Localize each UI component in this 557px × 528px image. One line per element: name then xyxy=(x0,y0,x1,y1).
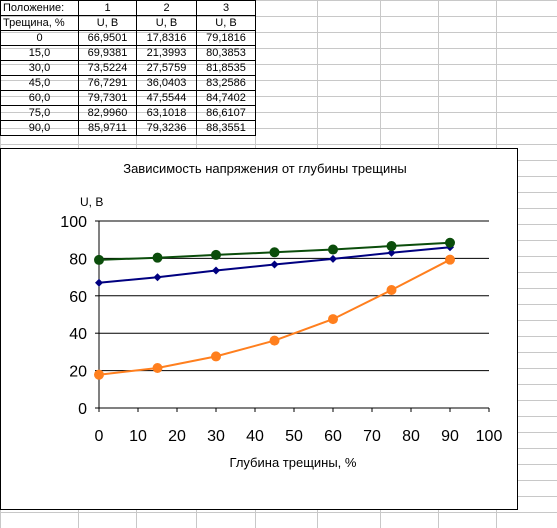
table-cell[interactable]: 45,0 xyxy=(0,75,79,91)
data-point-marker xyxy=(445,237,455,248)
x-tick-label: 20 xyxy=(168,428,186,445)
table-row: 60,0 79,7301 47,5544 84,7402 xyxy=(0,90,256,106)
chart-object[interactable]: Зависимость напряжения от глубины трещин… xyxy=(0,148,518,510)
x-tick-label: 10 xyxy=(129,428,147,445)
x-tick-label: 40 xyxy=(246,428,264,445)
header-cell[interactable]: Трещина, % xyxy=(0,15,79,31)
table-cell[interactable]: 79,1816 xyxy=(196,30,256,46)
table-cell[interactable]: 81,8535 xyxy=(196,60,256,76)
table-cell[interactable]: 84,7402 xyxy=(196,90,256,106)
table-header-row: Трещина, % U, В U, В U, В xyxy=(0,15,256,31)
data-point-marker xyxy=(386,241,397,252)
table-cell[interactable]: 79,3236 xyxy=(136,120,197,136)
data-point-marker xyxy=(328,314,338,325)
table-cell[interactable]: 60,0 xyxy=(0,90,79,106)
table-cell[interactable]: 69,9381 xyxy=(78,45,137,61)
data-point-marker xyxy=(270,260,279,269)
y-tick-label: 100 xyxy=(60,214,87,231)
table-row: 75,0 82,9960 63,1018 86,6107 xyxy=(0,105,256,121)
data-point-marker xyxy=(153,273,162,282)
table-cell[interactable]: 86,6107 xyxy=(196,105,256,121)
table-cell[interactable]: 47,5544 xyxy=(136,90,197,106)
table-cell[interactable]: 75,0 xyxy=(0,105,79,121)
table-cell[interactable]: 21,3993 xyxy=(136,45,197,61)
data-point-marker xyxy=(211,249,221,260)
table-cell[interactable]: 80,3853 xyxy=(196,45,256,61)
table-cell[interactable]: 76,7291 xyxy=(78,75,137,91)
table-cell[interactable]: 63,1018 xyxy=(136,105,197,121)
table-cell[interactable]: 27,5759 xyxy=(136,60,197,76)
data-point-marker xyxy=(386,284,397,295)
header-cell[interactable]: 3 xyxy=(196,0,256,16)
y-tick-label: 80 xyxy=(69,251,87,268)
data-point-marker xyxy=(152,252,163,263)
x-tick-label: 90 xyxy=(441,428,459,445)
table-row: 90,0 85,9711 79,3236 88,3551 xyxy=(0,120,256,136)
table-row: 45,0 76,7291 36,0403 83,2586 xyxy=(0,75,256,91)
y-tick-label: 0 xyxy=(78,401,87,418)
table-row: 30,0 73,5224 27,5759 81,8535 xyxy=(0,60,256,76)
data-point-marker xyxy=(95,278,103,287)
chart-title: Зависимость напряжения от глубины трещин… xyxy=(123,161,407,176)
header-cell[interactable]: U, В xyxy=(196,15,256,31)
chart-series xyxy=(94,237,455,380)
table-cell[interactable]: 66,9501 xyxy=(78,30,137,46)
x-tick-labels: 0 10 20 30 40 50 60 70 80 90 100 xyxy=(95,428,503,445)
table-cell[interactable]: 85,9711 xyxy=(78,120,137,136)
table-cell[interactable]: 79,7301 xyxy=(78,90,137,106)
table-cell[interactable]: 73,5224 xyxy=(78,60,137,76)
table-cell[interactable]: 17,8316 xyxy=(136,30,197,46)
table-header-row: Положение: 1 2 3 xyxy=(0,0,256,16)
y-tick-label: 60 xyxy=(69,289,87,306)
x-tick-label: 0 xyxy=(95,428,104,445)
data-point-marker xyxy=(269,247,280,258)
table-cell[interactable]: 83,2586 xyxy=(196,75,256,91)
header-cell[interactable]: U, В xyxy=(136,15,197,31)
x-tick-label: 100 xyxy=(476,428,503,445)
table-cell[interactable]: 88,3551 xyxy=(196,120,256,136)
x-tick-label: 30 xyxy=(207,428,225,445)
header-cell[interactable]: 1 xyxy=(78,0,137,16)
data-point-marker xyxy=(328,244,338,255)
y-tick-label: 40 xyxy=(69,326,87,343)
data-point-marker xyxy=(329,254,337,263)
x-tick-label: 60 xyxy=(324,428,342,445)
line-chart: Зависимость напряжения от глубины трещин… xyxy=(60,161,503,470)
header-cell[interactable]: 2 xyxy=(136,0,197,16)
table-cell[interactable]: 36,0403 xyxy=(136,75,197,91)
data-point-marker xyxy=(387,248,396,257)
x-axis-label: Глубина трещины, % xyxy=(230,455,357,470)
header-cell[interactable]: Положение: xyxy=(0,0,79,16)
data-point-marker xyxy=(152,362,163,373)
y-tick-labels: 0 20 40 60 80 100 xyxy=(60,214,87,418)
x-tick-label: 80 xyxy=(402,428,420,445)
data-point-marker xyxy=(269,335,280,346)
data-point-marker xyxy=(211,351,221,362)
data-table: Положение: 1 2 3 Трещина, % U, В U, В U,… xyxy=(0,0,256,136)
table-cell[interactable]: 82,9960 xyxy=(78,105,137,121)
x-tick-label: 50 xyxy=(285,428,303,445)
table-cell[interactable]: 30,0 xyxy=(0,60,79,76)
data-point-marker xyxy=(94,254,104,265)
table-cell[interactable]: 90,0 xyxy=(0,120,79,136)
y-axis-label: U, В xyxy=(80,195,103,209)
table-cell[interactable]: 15,0 xyxy=(0,45,79,61)
header-cell[interactable]: U, В xyxy=(78,15,137,31)
data-point-marker xyxy=(212,266,220,275)
table-cell[interactable]: 0 xyxy=(0,30,79,46)
table-row: 15,0 69,9381 21,3993 80,3853 xyxy=(0,45,256,61)
table-row: 0 66,9501 17,8316 79,1816 xyxy=(0,30,256,46)
y-tick-label: 20 xyxy=(69,364,87,381)
x-tick-label: 70 xyxy=(363,428,381,445)
data-point-marker xyxy=(445,254,455,265)
data-point-marker xyxy=(94,369,104,380)
